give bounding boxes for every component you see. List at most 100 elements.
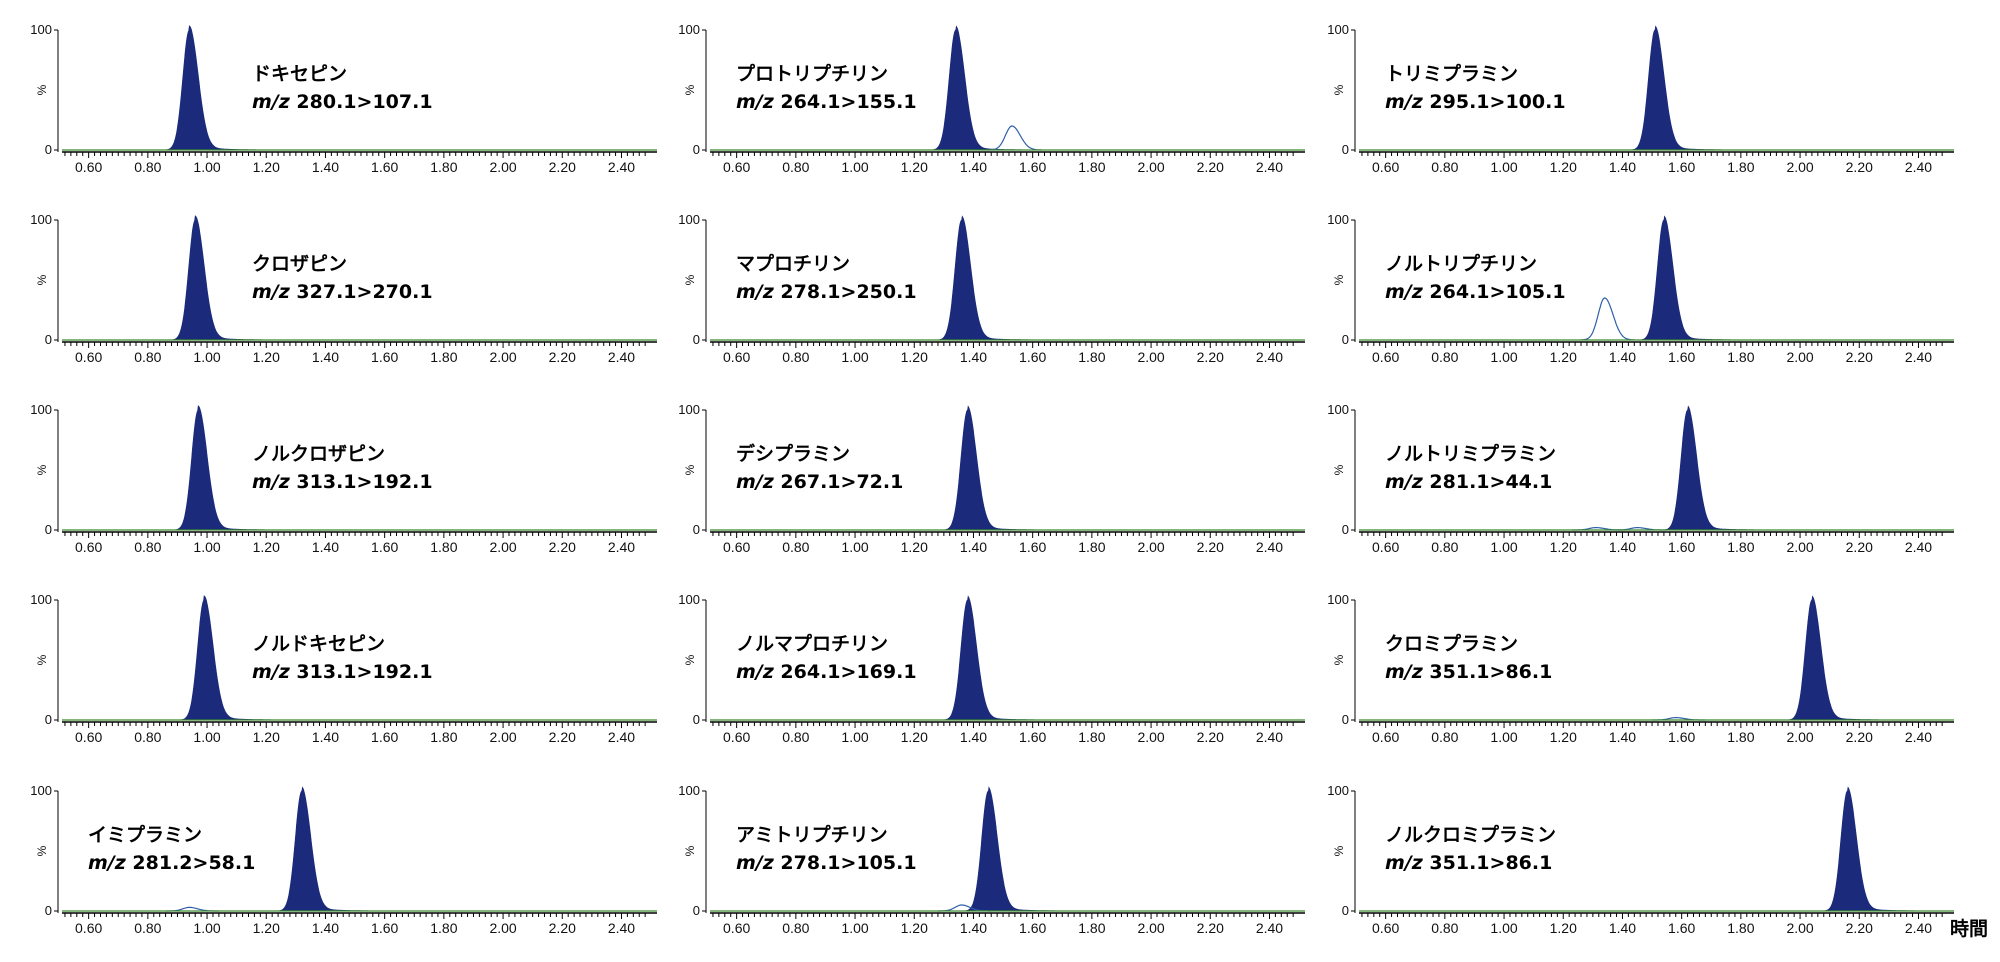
x-tick-label: 2.20 — [1846, 159, 1873, 175]
x-tick-label: 2.40 — [1905, 729, 1932, 745]
x-tick-label: 0.60 — [75, 539, 102, 555]
x-tick-label: 1.60 — [1019, 159, 1046, 175]
x-tick-label: 1.80 — [1078, 539, 1105, 555]
x-tick-label: 1.40 — [312, 349, 339, 365]
x-tick-label: 1.00 — [193, 159, 220, 175]
y-tick-label: 0 — [693, 903, 700, 918]
x-tick-label: 1.20 — [1550, 539, 1577, 555]
chromatogram-panel: 0.60 0.80 1.00 1.20 1.40 1.60 1.80 2.00 2.20 2.40… — [648, 761, 1308, 951]
y-tick-label: 0 — [45, 903, 52, 918]
y-axis-percent-label: % — [1332, 654, 1346, 665]
x-tick-label: 1.40 — [960, 920, 987, 936]
compound-label: ノルトリミプラミン m/z 281.1>44.1 — [1385, 440, 1556, 496]
x-tick-label: 1.20 — [901, 920, 928, 936]
main-peak — [1625, 25, 1738, 151]
mz-prefix: m/z — [1385, 91, 1423, 113]
mz-prefix: m/z — [1385, 852, 1423, 874]
compound-name: クロザピン — [252, 253, 348, 275]
x-tick-label: 1.20 — [901, 539, 928, 555]
compound-label: アミトリプチリン m/z 278.1>105.1 — [736, 821, 917, 877]
x-tick-label: 2.20 — [1846, 539, 1873, 555]
x-tick-label: 2.00 — [489, 349, 516, 365]
y-tick-label: 100 — [678, 212, 700, 227]
y-tick-label: 0 — [45, 712, 52, 727]
x-tick-label: 2.20 — [549, 159, 576, 175]
y-axis-percent-label: % — [683, 274, 697, 285]
y-tick-label: 100 — [1327, 592, 1349, 607]
x-tick-label: 0.60 — [75, 729, 102, 745]
compound-label: クロザピン m/z 327.1>270.1 — [252, 250, 433, 306]
compound-name: トリミプラミン — [1385, 63, 1519, 85]
x-tick-label: 0.80 — [1431, 729, 1458, 745]
x-tick-label: 2.40 — [608, 349, 635, 365]
mz-prefix: m/z — [1385, 281, 1423, 303]
x-tick-label: 0.80 — [782, 729, 809, 745]
mz-prefix: m/z — [252, 661, 290, 683]
x-tick-label: 1.60 — [1668, 159, 1695, 175]
mz-prefix: m/z — [1385, 661, 1423, 683]
x-tick-label: 2.00 — [489, 159, 516, 175]
mz-transition: 281.1>44.1 — [1429, 471, 1553, 493]
y-tick-label: 100 — [30, 783, 52, 798]
x-tick-label: 1.60 — [371, 729, 398, 745]
chromatogram-svg: 0.60 0.80 1.00 1.20 1.40 1.60 1.80 2.00 2.20 2.40… — [1327, 592, 1954, 745]
compound-label: ノルクロミプラミン m/z 351.1>86.1 — [1385, 821, 1556, 877]
compound-name: プロトリプチリン — [736, 63, 889, 85]
mz-transition-line: m/z 267.1>72.1 — [736, 468, 903, 496]
main-peak — [958, 786, 1072, 912]
x-tick-label: 1.20 — [901, 729, 928, 745]
x-axis-unit-label: 時間 — [1950, 918, 1989, 940]
y-tick-label: 0 — [1342, 332, 1349, 347]
compound-label: ノルクロザピン m/z 313.1>192.1 — [252, 440, 433, 496]
y-axis-percent-label: % — [683, 464, 697, 475]
x-tick-label: 1.80 — [1078, 159, 1105, 175]
x-tick-label: 0.80 — [782, 159, 809, 175]
x-tick-label: 2.20 — [1197, 159, 1224, 175]
x-tick-label: 2.40 — [608, 539, 635, 555]
x-tick-label: 1.00 — [841, 349, 868, 365]
compound-label: ドキセピン m/z 280.1>107.1 — [252, 60, 433, 116]
x-tick-label: 1.00 — [193, 539, 220, 555]
x-tick-label: 0.80 — [782, 349, 809, 365]
mz-transition: 351.1>86.1 — [1429, 661, 1553, 683]
mz-transition: 295.1>100.1 — [1429, 91, 1566, 113]
compound-label: ノルドキセピン m/z 313.1>192.1 — [252, 630, 433, 686]
mz-transition: 278.1>250.1 — [780, 281, 917, 303]
x-tick-label: 1.60 — [1019, 920, 1046, 936]
mz-transition: 267.1>72.1 — [780, 471, 904, 493]
x-tick-label: 1.00 — [841, 159, 868, 175]
mz-transition-line: m/z 281.2>58.1 — [88, 849, 255, 877]
x-tick-label: 2.20 — [549, 349, 576, 365]
mz-transition-line: m/z 327.1>270.1 — [252, 278, 433, 306]
chromatogram-panel: 0.60 0.80 1.00 1.20 1.40 1.60 1.80 2.00 2.20 2.40… — [1297, 570, 1957, 760]
y-tick-label: 0 — [45, 522, 52, 537]
compound-name: ノルクロザピン — [252, 443, 386, 465]
x-tick-label: 1.20 — [901, 349, 928, 365]
y-tick-label: 100 — [30, 402, 52, 417]
x-tick-label: 2.40 — [1905, 539, 1932, 555]
mz-transition: 281.2>58.1 — [132, 852, 256, 874]
y-tick-label: 100 — [678, 592, 700, 607]
x-tick-label: 1.40 — [1609, 159, 1636, 175]
chromatogram-panel: 0.60 0.80 1.00 1.20 1.40 1.60 1.80 2.00 2.20 2.40… — [648, 0, 1308, 190]
main-peak — [937, 595, 1051, 721]
x-tick-label: 0.60 — [1372, 729, 1399, 745]
x-tick-label: 2.00 — [489, 539, 516, 555]
compound-name: ドキセピン — [252, 63, 348, 85]
chromatogram-svg: 0.60 0.80 1.00 1.20 1.40 1.60 1.80 2.00 2.20 2.40… — [30, 402, 657, 555]
x-tick-label: 1.20 — [253, 920, 280, 936]
mz-transition: 264.1>169.1 — [780, 661, 917, 683]
mz-transition-line: m/z 313.1>192.1 — [252, 658, 433, 686]
compound-label: デシプラミン m/z 267.1>72.1 — [736, 440, 903, 496]
x-tick-label: 0.80 — [134, 539, 161, 555]
x-tick-label: 1.00 — [193, 920, 220, 936]
x-tick-label: 0.80 — [1431, 539, 1458, 555]
minor-peak — [988, 125, 1042, 151]
chromatogram-svg: 0.60 0.80 1.00 1.20 1.40 1.60 1.80 2.00 2.20 2.40… — [1327, 402, 1954, 555]
x-tick-label: 1.40 — [1609, 539, 1636, 555]
x-tick-label: 2.00 — [1137, 920, 1164, 936]
x-tick-label: 2.40 — [1256, 159, 1283, 175]
y-tick-label: 0 — [1342, 712, 1349, 727]
mz-transition-line: m/z 264.1>155.1 — [736, 88, 917, 116]
chromatogram-panel: 0.60 0.80 1.00 1.20 1.40 1.60 1.80 2.00 2.20 2.40… — [0, 380, 660, 570]
